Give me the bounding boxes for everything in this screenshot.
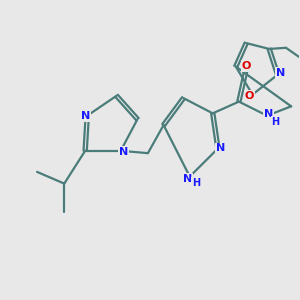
Text: N: N	[276, 68, 285, 78]
Text: H: H	[192, 178, 200, 188]
Text: O: O	[245, 91, 254, 101]
Text: N: N	[81, 111, 90, 121]
Text: N: N	[183, 174, 192, 184]
Text: N: N	[119, 147, 128, 157]
Text: O: O	[242, 61, 251, 71]
Text: H: H	[272, 117, 280, 127]
Text: N: N	[216, 143, 225, 154]
Text: N: N	[264, 109, 273, 119]
